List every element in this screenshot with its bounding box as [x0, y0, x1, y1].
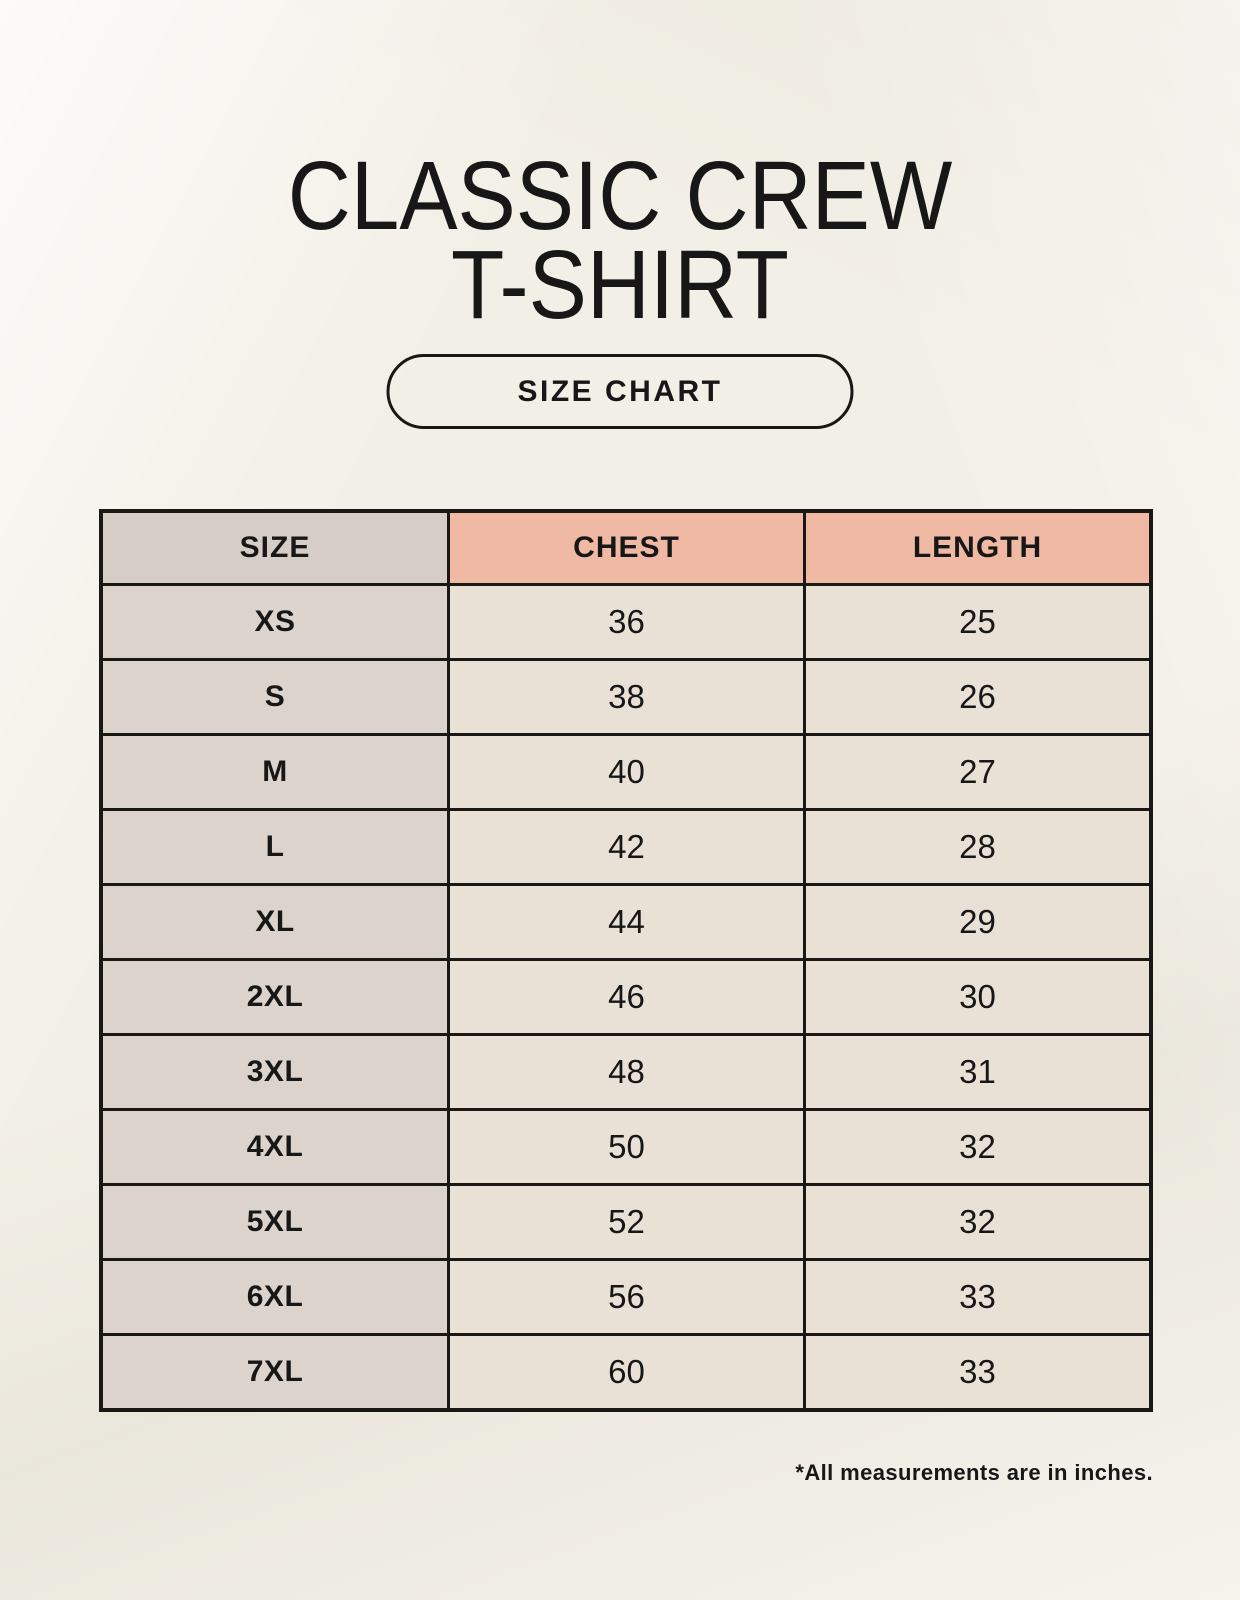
size-label-cell: XS: [99, 583, 451, 661]
size-chart-button[interactable]: SIZE CHART: [386, 354, 854, 429]
page-title-line-2: T-SHIRT: [451, 230, 789, 340]
size-label-cell: 5XL: [99, 1183, 451, 1261]
length-value-cell: 30: [802, 958, 1153, 1036]
chest-value-cell: 48: [447, 1033, 806, 1111]
size-label-cell: 6XL: [99, 1258, 451, 1336]
chest-value-cell: 46: [447, 958, 806, 1036]
table-header-row: SIZE CHEST LENGTH: [99, 509, 1153, 586]
length-value-cell: 31: [802, 1033, 1153, 1111]
column-header-length: LENGTH: [802, 509, 1153, 586]
length-value-cell: 33: [802, 1258, 1153, 1336]
chest-value-cell: 42: [447, 808, 806, 886]
table-row: 3XL 48 31: [99, 1033, 1153, 1111]
chest-value-cell: 56: [447, 1258, 806, 1336]
table-row: XL 44 29: [99, 883, 1153, 961]
column-header-size: SIZE: [99, 509, 451, 586]
length-value-cell: 29: [802, 883, 1153, 961]
chest-value-cell: 38: [447, 658, 806, 736]
size-chart-table: SIZE CHEST LENGTH XS 36 25 S 38 26 M 40 27 L 42 28 X…: [99, 509, 1153, 1412]
size-label-cell: L: [99, 808, 451, 886]
table-row: XS 36 25: [99, 583, 1153, 661]
chest-value-cell: 52: [447, 1183, 806, 1261]
size-label-cell: M: [99, 733, 451, 811]
chest-value-cell: 60: [447, 1333, 806, 1412]
table-row: M 40 27: [99, 733, 1153, 811]
size-chart-table-container: SIZE CHEST LENGTH XS 36 25 S 38 26 M 40 27 L 42 28 X…: [99, 509, 1153, 1412]
chest-value-cell: 44: [447, 883, 806, 961]
size-label-cell: 4XL: [99, 1108, 451, 1186]
table-row: L 42 28: [99, 808, 1153, 886]
table-body: XS 36 25 S 38 26 M 40 27 L 42 28 XL 44 29 2XL 46 30 3XL 48 3…: [99, 583, 1153, 1412]
length-value-cell: 27: [802, 733, 1153, 811]
table-header: SIZE CHEST LENGTH: [99, 509, 1153, 586]
page-title-line-1: CLASSIC CREW: [287, 140, 953, 250]
size-label-cell: XL: [99, 883, 451, 961]
chest-value-cell: 40: [447, 733, 806, 811]
table-row: S 38 26: [99, 658, 1153, 736]
length-value-cell: 33: [802, 1333, 1153, 1412]
length-value-cell: 26: [802, 658, 1153, 736]
size-label-cell: 2XL: [99, 958, 451, 1036]
table-row: 7XL 60 33: [99, 1333, 1153, 1412]
column-header-chest: CHEST: [447, 509, 806, 586]
measurements-footnote: *All measurements are in inches.: [795, 1460, 1153, 1485]
table-row: 4XL 50 32: [99, 1108, 1153, 1186]
table-row: 5XL 52 32: [99, 1183, 1153, 1261]
length-value-cell: 28: [802, 808, 1153, 886]
table-row: 6XL 56 33: [99, 1258, 1153, 1336]
size-label-cell: 7XL: [99, 1333, 451, 1412]
size-label-cell: S: [99, 658, 451, 736]
size-label-cell: 3XL: [99, 1033, 451, 1111]
length-value-cell: 32: [802, 1108, 1153, 1186]
page-title: CLASSIC CREW T-SHIRT: [62, 140, 1178, 340]
length-value-cell: 25: [802, 583, 1153, 661]
table-row: 2XL 46 30: [99, 958, 1153, 1036]
chest-value-cell: 36: [447, 583, 806, 661]
chest-value-cell: 50: [447, 1108, 806, 1186]
length-value-cell: 32: [802, 1183, 1153, 1261]
